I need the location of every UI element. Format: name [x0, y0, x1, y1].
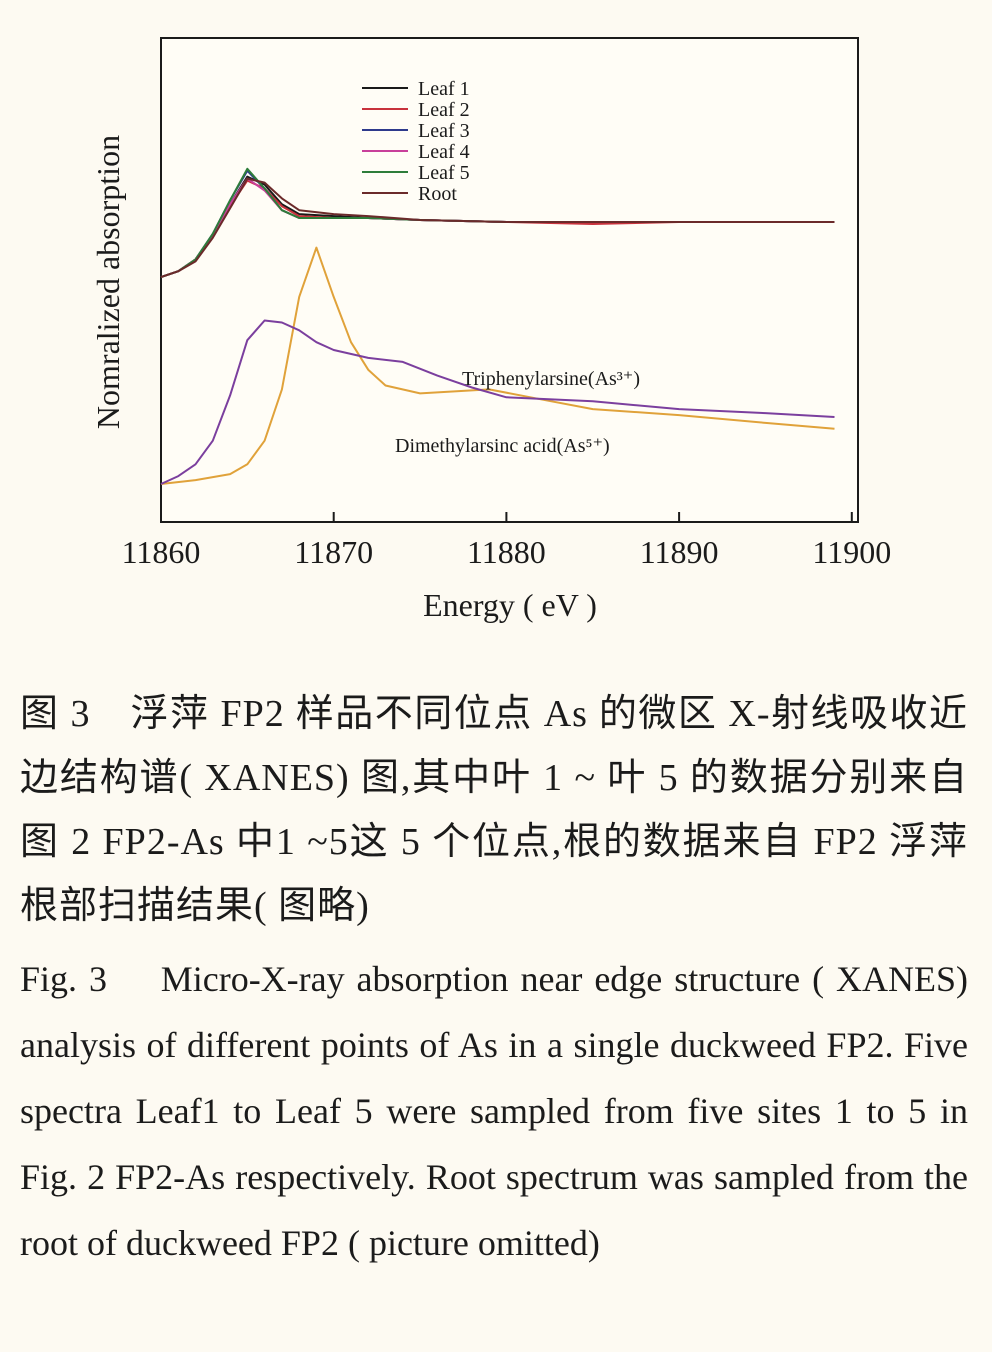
legend-label-leaf-3: Leaf 3 [418, 120, 470, 142]
series-layer [160, 167, 835, 485]
x-axis-label: Energy ( eV ) [423, 587, 597, 623]
x-tick-label-11880: 11880 [467, 534, 546, 570]
figure-caption-english: Fig. 3 Micro-X-ray absorption near edge … [20, 959, 968, 1263]
legend-label-leaf-2: Leaf 2 [418, 99, 470, 121]
series-line-dimethylarsinc-acid-as [160, 319, 835, 485]
legend-label-leaf-4: Leaf 4 [418, 141, 470, 163]
legend-label-leaf-5: Leaf 5 [418, 162, 470, 184]
x-tick-label-11860: 11860 [122, 534, 201, 570]
x-tick-label-11900: 11900 [812, 534, 891, 570]
legend-label-leaf-1: Leaf 1 [418, 78, 470, 100]
annotation-dimethylarsinc-acid: Dimethylarsinc acid(As⁵⁺) [395, 435, 610, 457]
x-tick-label-11870: 11870 [294, 534, 373, 570]
series-line-root [160, 177, 835, 279]
legend-label-root: Root [418, 183, 457, 205]
plot-frame [160, 37, 859, 523]
x-axis-ticks: 11860 11870 11880 11890 11900 [122, 512, 891, 570]
figure-caption-chinese: 图 3 浮萍 FP2 样品不同位点 As 的微区 X-射线吸收近边结构谱( XA… [20, 693, 968, 927]
x-tick-label-11890: 11890 [640, 534, 719, 570]
y-axis-label: Nomralized absorption [90, 135, 126, 429]
annotation-triphenylarsine: Triphenylarsine(As³⁺) [462, 368, 640, 390]
